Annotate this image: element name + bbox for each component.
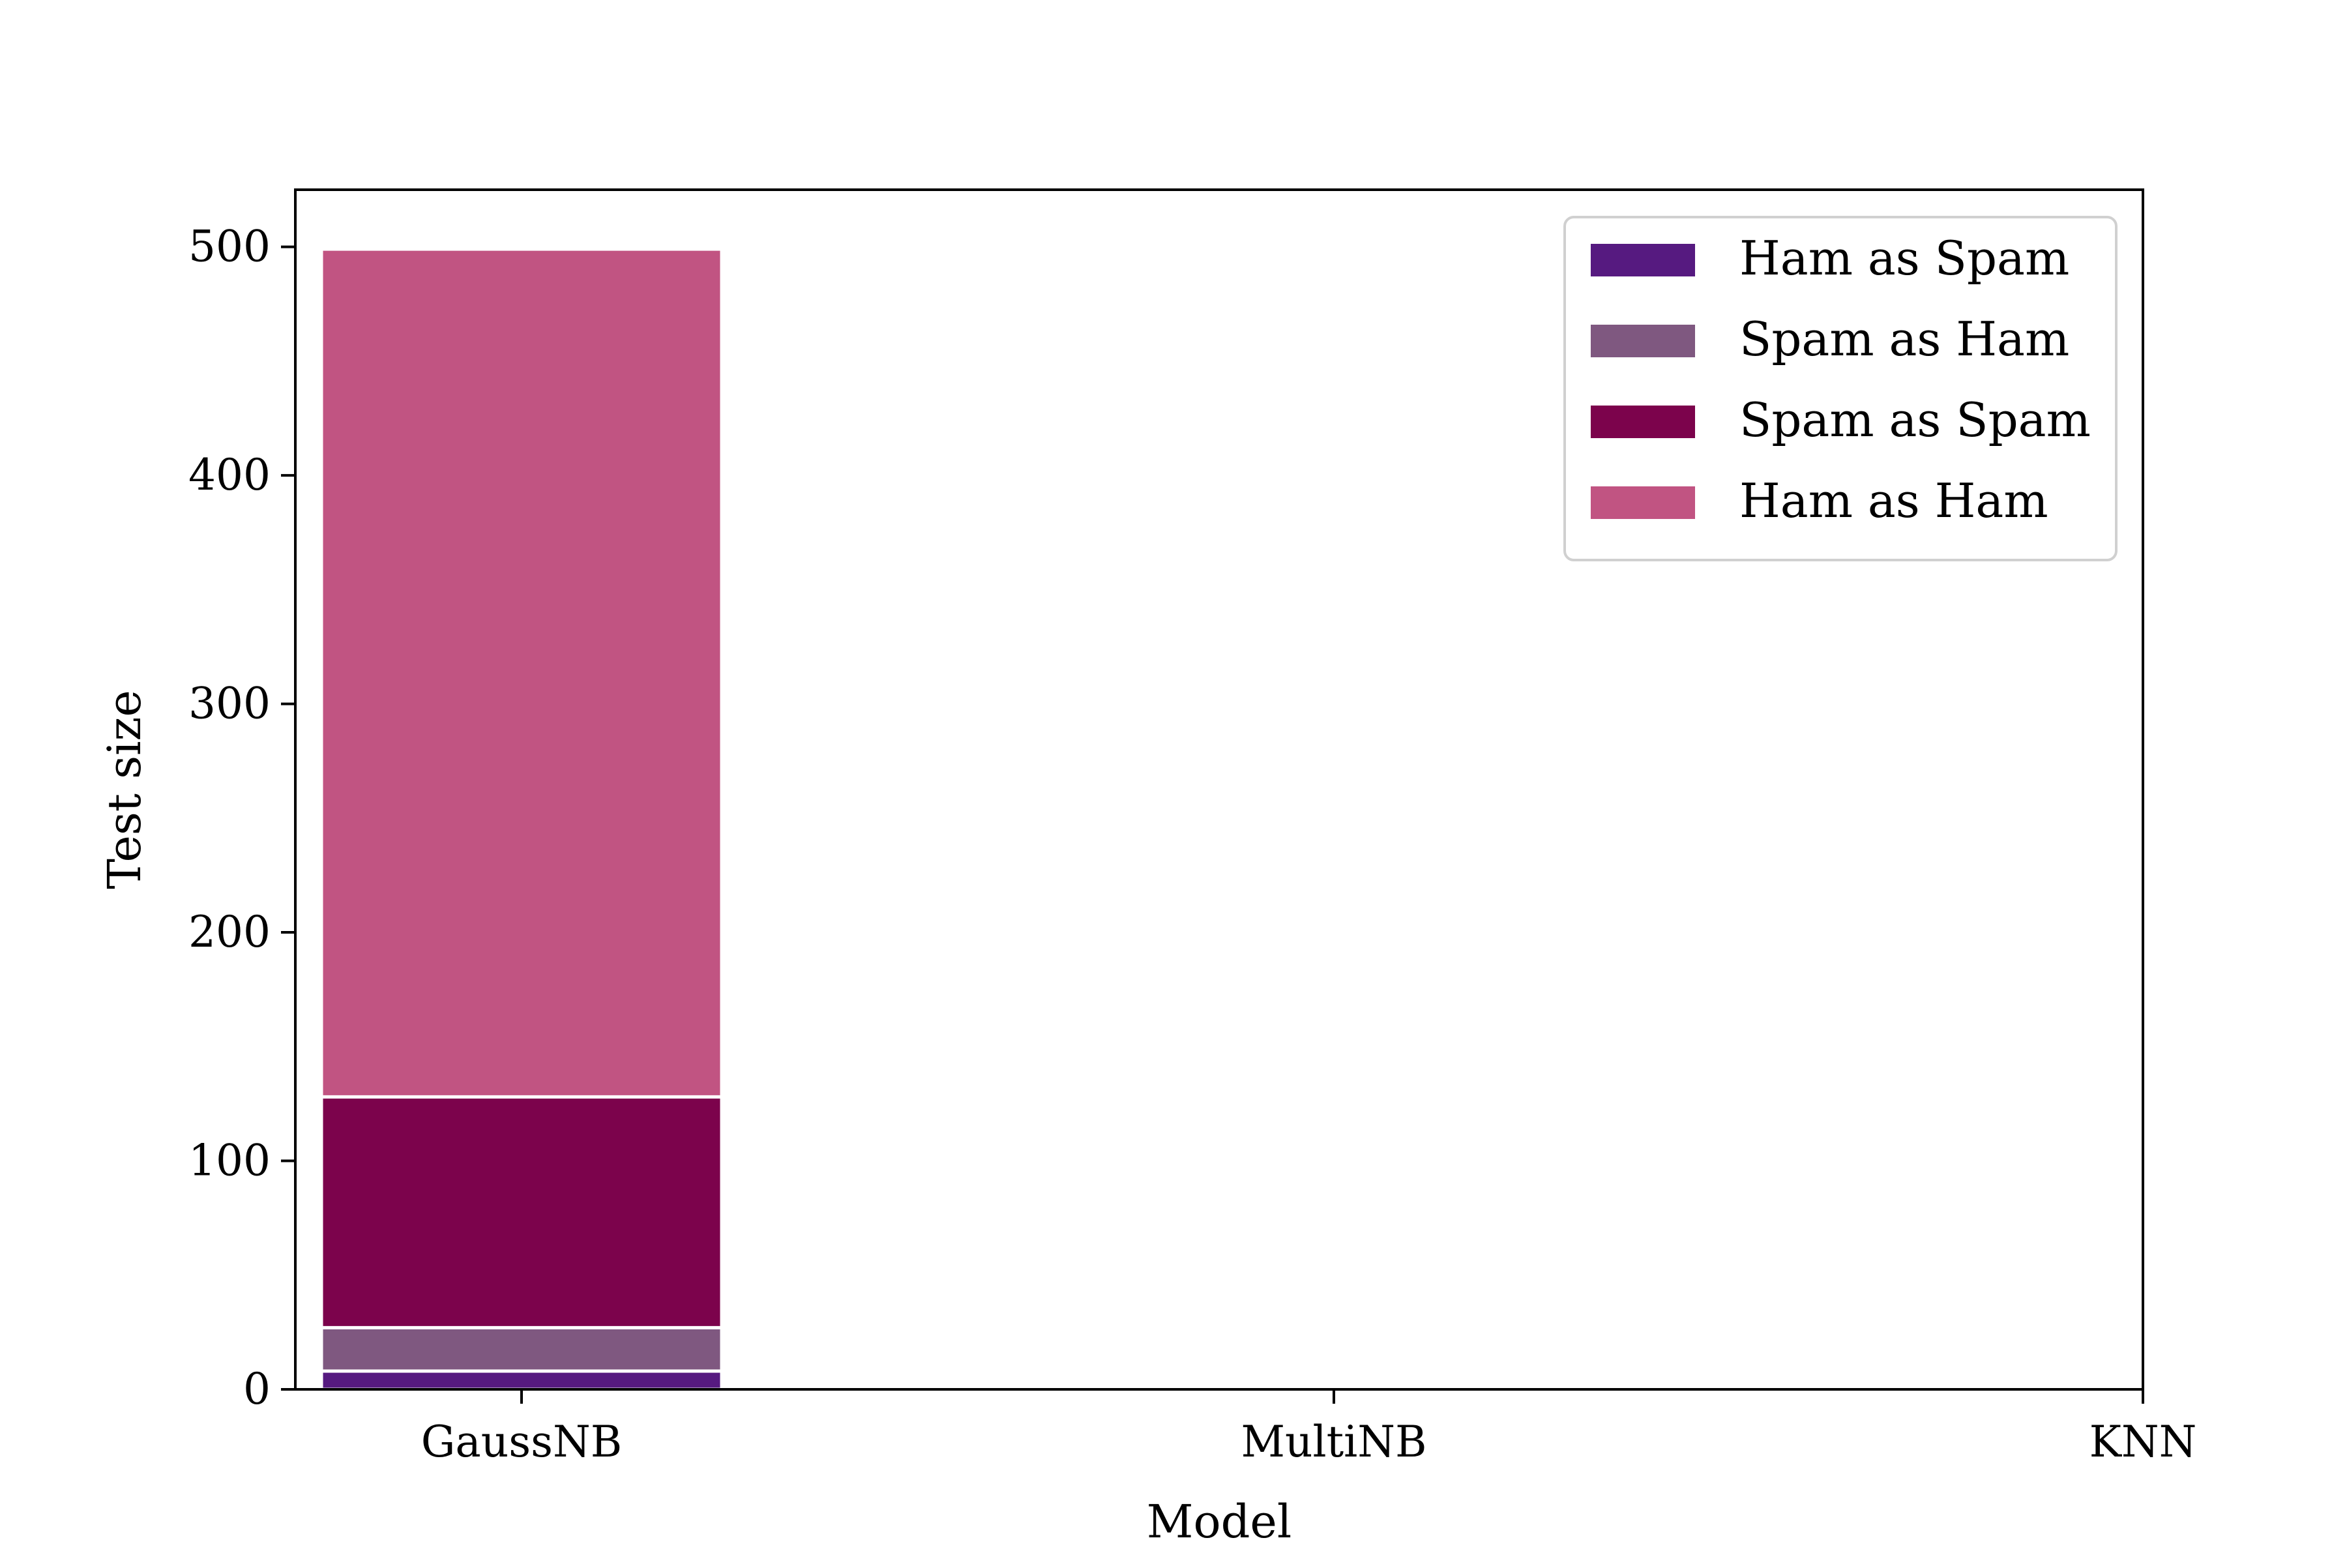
x-tick-label: GaussNB	[421, 1417, 623, 1467]
y-tick-label: 100	[188, 1136, 271, 1186]
bars	[319, 247, 724, 1391]
plot-area-frame	[294, 188, 2144, 1391]
legend-label: Spam as Spam	[1739, 392, 2091, 447]
bar-segment-gaussnb-ham-as-spam	[319, 1369, 724, 1391]
bar-segment-gaussnb-spam-as-spam	[319, 1095, 724, 1329]
legend: Ham as Spam Spam as Ham Spam as Spam Ham as…	[1563, 216, 2118, 561]
x-axis: GaussNB MultiNB KNN	[421, 1389, 2197, 1467]
bar-segment-gaussnb-spam-as-ham	[319, 1325, 724, 1373]
x-axis-title: Model	[1147, 1495, 1292, 1548]
legend-label: Ham as Ham	[1739, 473, 2048, 528]
legend-swatch	[1591, 406, 1695, 438]
x-tick-label: MultiNB	[1241, 1417, 1426, 1467]
y-tick-label: 500	[188, 222, 271, 272]
y-tick-label: 0	[243, 1364, 271, 1414]
legend-swatch	[1591, 244, 1695, 276]
y-tick-label: 400	[188, 450, 271, 500]
y-axis-title: Test size	[98, 690, 151, 889]
y-tick-label: 300	[188, 679, 271, 729]
bar-segment-gaussnb-ham-as-ham	[319, 247, 724, 1099]
legend-label: Ham as Spam	[1739, 231, 2069, 286]
legend-label: Spam as Ham	[1739, 312, 2069, 366]
legend-swatch	[1591, 486, 1695, 519]
legend-items: Ham as Spam Spam as Ham Spam as Spam Ham as…	[1591, 231, 2091, 528]
y-axis: 0 100 200 300 400 500	[188, 222, 295, 1414]
legend-box	[1563, 216, 2118, 561]
y-tick-label: 200	[188, 907, 271, 957]
legend-swatch	[1591, 325, 1695, 357]
x-tick-label: KNN	[2089, 1417, 2197, 1467]
